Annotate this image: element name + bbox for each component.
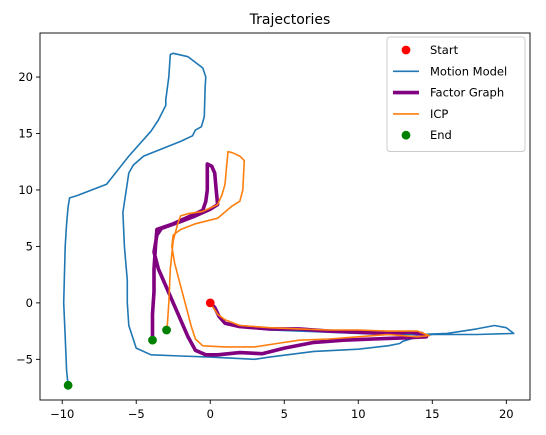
y-tick-label: 10 bbox=[18, 183, 33, 197]
x-tick-label: 15 bbox=[425, 407, 440, 421]
y-tick-label: 15 bbox=[18, 127, 33, 141]
x-tick-label: −10 bbox=[50, 407, 74, 421]
legend-label: End bbox=[430, 128, 452, 142]
legend-entry: Motion Model bbox=[393, 64, 507, 78]
x-tick-label: 5 bbox=[281, 407, 288, 421]
legend-entry: Start bbox=[401, 43, 459, 57]
y-axis: −5 0 5 10 15 20 bbox=[16, 70, 40, 366]
legend-marker bbox=[401, 45, 411, 55]
end-point bbox=[162, 325, 171, 335]
x-tick-label: 0 bbox=[207, 407, 214, 421]
legend-label: Start bbox=[430, 43, 459, 57]
legend-entry: ICP bbox=[393, 107, 448, 121]
x-tick-label: 20 bbox=[499, 407, 514, 421]
chart-title: Trajectories bbox=[249, 12, 331, 28]
legend-entry: Factor Graph bbox=[393, 86, 504, 100]
legend-label: ICP bbox=[430, 107, 448, 121]
y-tick-label: 20 bbox=[18, 70, 33, 84]
start-point bbox=[205, 298, 215, 308]
series-line-factor-graph bbox=[150, 162, 429, 357]
x-tick-label: −5 bbox=[128, 407, 145, 421]
end-point bbox=[148, 335, 157, 345]
y-tick-label: 0 bbox=[26, 296, 33, 310]
marker-layer bbox=[63, 298, 215, 390]
legend-marker bbox=[401, 130, 411, 140]
y-tick-label: −5 bbox=[16, 352, 33, 366]
axes-frame bbox=[39, 32, 531, 401]
series-line-icp bbox=[165, 150, 431, 348]
x-axis: −10 −5 0 5 10 15 20 bbox=[50, 400, 514, 421]
end-point bbox=[63, 380, 73, 390]
y-tick-label: 5 bbox=[26, 239, 33, 253]
legend-entry: End bbox=[401, 128, 452, 142]
series-layer bbox=[62, 52, 515, 387]
series-line-motion-model bbox=[62, 52, 515, 387]
legend: Start Motion Model Factor Graph ICP End bbox=[386, 36, 526, 152]
legend-box bbox=[386, 36, 526, 152]
legend-label: Motion Model bbox=[430, 64, 507, 78]
x-tick-label: 10 bbox=[351, 407, 366, 421]
legend-label: Factor Graph bbox=[430, 86, 504, 100]
